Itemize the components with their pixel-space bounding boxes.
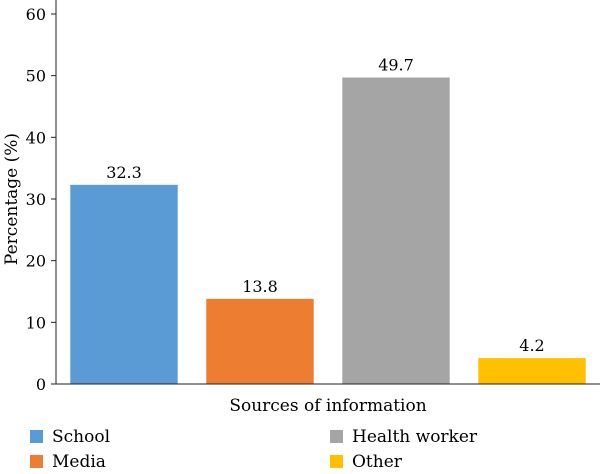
data-labels-group: 32.3 13.8 49.7 4.2 [106,56,545,356]
bar-health-worker [342,77,450,385]
bar-media [206,298,314,384]
bar-other [478,358,586,384]
legend-swatch-school [30,430,43,443]
legend-label-other: Other [352,452,403,472]
legend-label-media: Media [52,452,106,472]
data-label-media: 13.8 [242,277,278,296]
y-axis: 0 10 20 30 40 50 60 [26,0,57,394]
y-tick-label: 60 [26,5,46,24]
y-tick-label: 30 [26,190,46,209]
legend-label-health-worker: Health worker [352,427,478,447]
y-tick-label: 10 [26,313,46,332]
legend-swatch-health-worker [330,430,343,443]
legend-label-school: School [52,427,110,447]
bar-school [70,184,178,384]
data-label-other: 4.2 [519,336,544,355]
legend-swatch-media [30,455,43,468]
y-axis-title: Percentage (%) [2,133,22,265]
bars-group [70,77,586,385]
y-tick-label: 20 [26,252,46,271]
y-tick-label: 50 [26,67,46,86]
y-tick-label: 0 [36,375,46,394]
data-label-health-worker: 49.7 [378,56,414,75]
y-tick-label: 40 [26,128,46,147]
legend: School Media Health worker Other [30,427,478,472]
x-axis-title: Sources of information [229,396,426,416]
data-label-school: 32.3 [106,163,142,182]
legend-swatch-other [330,455,343,468]
